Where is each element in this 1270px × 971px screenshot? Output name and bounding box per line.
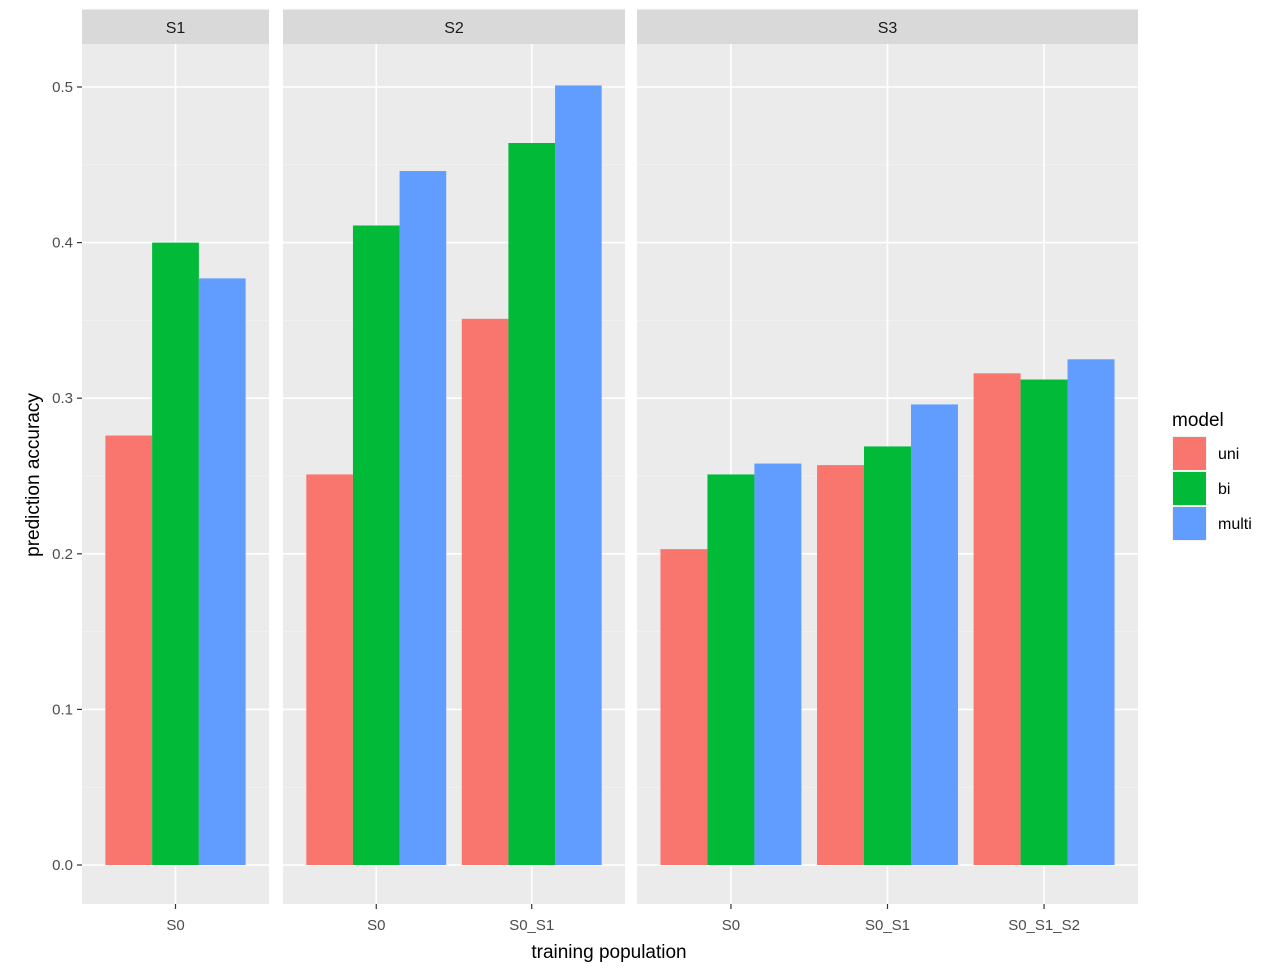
legend-label: multi [1218,516,1252,533]
facet-strip [82,9,269,44]
legend-swatch [1173,437,1206,470]
y-tick-label: 0.4 [52,235,73,252]
bar-S2-S0-multi [399,171,447,866]
bar-S3-S0_S1_S2-bi [1020,379,1068,865]
x-tick-label: S0_S1 [865,917,910,934]
x-tick-label: S0 [722,917,740,934]
legend-title: model [1172,410,1224,431]
y-tick-label: 0.1 [52,701,73,718]
legend-item-multi: multi [1172,506,1252,541]
legend-item-bi: bi [1172,471,1230,506]
x-tick-label: S0 [166,917,184,934]
x-axis-title: training population [531,942,686,963]
bar-S3-S0_S1-multi [910,404,958,865]
facet-strip-label: S1 [166,20,186,37]
panel-S3: S3 S0 S0_S1 S0_S1_S2 [637,8,1138,934]
legend-label: uni [1218,446,1239,463]
y-axis-title: prediction accuracy [23,393,44,557]
bar-S2-S0-uni [306,474,353,865]
x-tick-label: S0_S1 [509,917,554,934]
facet-strip [283,9,625,44]
bar-S3-S0_S1-uni [817,465,865,865]
legend-label: bi [1218,481,1230,498]
x-tick-label: S0_S1_S2 [1008,917,1080,934]
bar-S3-S0-multi [754,463,802,865]
bar-S3-S0_S1-bi [864,446,911,865]
bar-S2-S0_S1-multi [555,85,602,866]
y-tick-label: 0.2 [52,546,73,563]
y-tick-label: 0.3 [52,390,73,407]
bar-S3-S0-uni [660,549,708,865]
bar-S3-S0-bi [707,474,755,865]
bar-S3-S0_S1_S2-uni [973,373,1021,865]
y-tick-label: 0.0 [52,857,73,874]
bar-S1-S0-multi [198,278,246,865]
facet-strip [637,9,1138,44]
legend-item-uni: uni [1172,436,1239,471]
bar-S2-S0_S1-uni [461,318,509,865]
legend: model uni bi multi [1172,410,1252,541]
bar-S1-S0-bi [152,242,199,866]
bar-S2-S0_S1-bi [508,143,556,866]
panels: S1 S0 S2 S0 S0_S1 S3 S0 S0_S1 S0_S1_S2 [82,8,1138,934]
bar-S3-S0_S1_S2-multi [1067,359,1115,865]
x-tick-label: S0 [367,917,385,934]
bar-S2-S0-bi [352,225,400,865]
panel-S1: S1 S0 [82,8,269,934]
y-tick-label: 0.5 [52,79,73,96]
facet-strip-label: S3 [878,20,898,37]
y-axis: 0.0 0.1 0.2 0.3 0.4 0.5 [52,79,82,874]
facet-strip-label: S2 [444,20,464,37]
legend-swatch [1173,507,1206,540]
panel-S2: S2 S0 S0_S1 [283,8,625,934]
bar-S1-S0-uni [105,435,153,865]
legend-swatch [1173,472,1206,505]
